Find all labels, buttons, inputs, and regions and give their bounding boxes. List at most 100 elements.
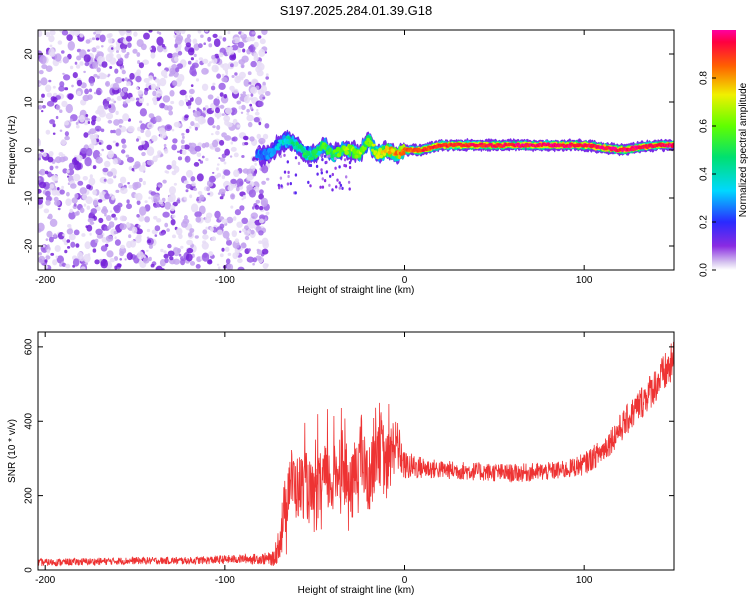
noise-speckle — [148, 30, 153, 33]
noise-speckle — [247, 173, 254, 181]
noise-speckle — [222, 63, 230, 71]
noise-speckle — [82, 94, 90, 102]
noise-speckle — [261, 248, 269, 255]
noise-speckle — [105, 235, 114, 242]
noise-speckle — [89, 134, 94, 140]
noise-speckle — [114, 76, 123, 84]
ridge-speckle — [331, 172, 334, 177]
noise-speckle — [167, 250, 175, 257]
noise-speckle — [162, 179, 167, 184]
noise-speckle — [196, 198, 200, 202]
noise-speckle — [167, 243, 172, 249]
ridge-cell — [326, 151, 331, 155]
noise-speckle — [221, 175, 226, 180]
noise-speckle — [126, 30, 132, 34]
noise-speckle — [52, 96, 58, 103]
noise-speckle — [64, 120, 70, 126]
ridge-speckle — [338, 186, 341, 190]
noise-speckle — [72, 173, 81, 182]
noise-speckle — [250, 93, 254, 97]
ridge-cell — [479, 142, 484, 146]
noise-speckle — [237, 48, 242, 53]
noise-speckle — [247, 248, 251, 252]
noise-speckle — [155, 85, 160, 90]
noise-speckle — [126, 81, 132, 86]
ridge-cell — [324, 143, 328, 148]
noise-speckle — [44, 259, 48, 263]
noise-speckle — [38, 170, 43, 175]
noise-speckle — [70, 241, 76, 248]
noise-speckle — [221, 113, 225, 116]
noise-speckle — [117, 57, 124, 65]
noise-speckle — [249, 103, 253, 107]
noise-speckle — [231, 44, 239, 51]
noise-speckle — [150, 45, 157, 54]
noise-speckle — [42, 244, 46, 248]
noise-speckle — [152, 90, 157, 97]
noise-speckle — [158, 127, 166, 134]
noise-speckle — [157, 184, 162, 188]
noise-speckle — [59, 129, 63, 132]
noise-speckle — [163, 143, 167, 148]
noise-speckle — [140, 140, 146, 145]
noise-speckle — [115, 142, 119, 147]
noise-speckle — [71, 84, 74, 88]
noise-speckle — [66, 169, 70, 174]
ridge-speckle — [331, 188, 334, 192]
noise-speckle — [216, 73, 222, 79]
noise-speckle — [113, 230, 118, 235]
noise-speckle — [67, 93, 74, 100]
noise-speckle — [259, 189, 264, 195]
noise-speckle — [251, 31, 256, 35]
ridge-speckle — [286, 160, 289, 164]
noise-speckle — [136, 138, 139, 142]
noise-speckle — [46, 230, 53, 238]
noise-speckle — [252, 206, 255, 210]
noise-speckle — [53, 196, 59, 202]
noise-speckle — [121, 149, 126, 154]
noise-speckle — [258, 121, 262, 126]
noise-speckle — [233, 152, 239, 158]
noise-speckle — [164, 201, 172, 210]
noise-speckle — [230, 205, 234, 209]
noise-speckle — [113, 119, 120, 126]
noise-speckle — [234, 209, 241, 216]
noise-speckle — [76, 90, 82, 96]
noise-speckle — [112, 140, 117, 144]
noise-speckle — [184, 155, 191, 163]
noise-speckle — [258, 48, 266, 57]
ridge-speckle — [286, 182, 290, 186]
ridge-speckle — [321, 158, 324, 162]
noise-speckle — [92, 165, 97, 170]
noise-speckle — [85, 225, 89, 229]
noise-speckle — [170, 219, 176, 226]
noise-speckle — [116, 53, 122, 59]
noise-speckle — [243, 95, 251, 104]
noise-speckle — [71, 197, 78, 204]
noise-speckle — [147, 239, 152, 244]
noise-speckle — [118, 124, 122, 128]
noise-speckle — [221, 76, 228, 83]
noise-speckle — [106, 144, 112, 150]
noise-speckle — [237, 266, 245, 270]
colorbar-tick-label: 0.2 — [699, 215, 710, 229]
ridge-speckle — [335, 185, 338, 189]
noise-speckle — [156, 44, 164, 53]
noise-speckle — [241, 155, 245, 158]
noise-speckle — [219, 196, 224, 200]
noise-speckle — [153, 99, 158, 106]
spectrogram-x-label: Height of straight line (km) — [298, 285, 415, 296]
noise-speckle — [54, 245, 61, 252]
noise-speckle — [265, 76, 270, 80]
noise-speckle — [138, 215, 145, 222]
noise-speckle — [187, 48, 195, 56]
noise-speckle — [236, 221, 243, 228]
noise-speckle — [241, 217, 248, 224]
noise-speckle — [258, 240, 263, 244]
snr-frame — [37, 331, 675, 571]
noise-speckle — [93, 73, 98, 78]
noise-speckle — [134, 161, 141, 168]
noise-speckle — [254, 159, 257, 162]
noise-speckle — [153, 215, 158, 220]
noise-speckle — [84, 241, 91, 250]
